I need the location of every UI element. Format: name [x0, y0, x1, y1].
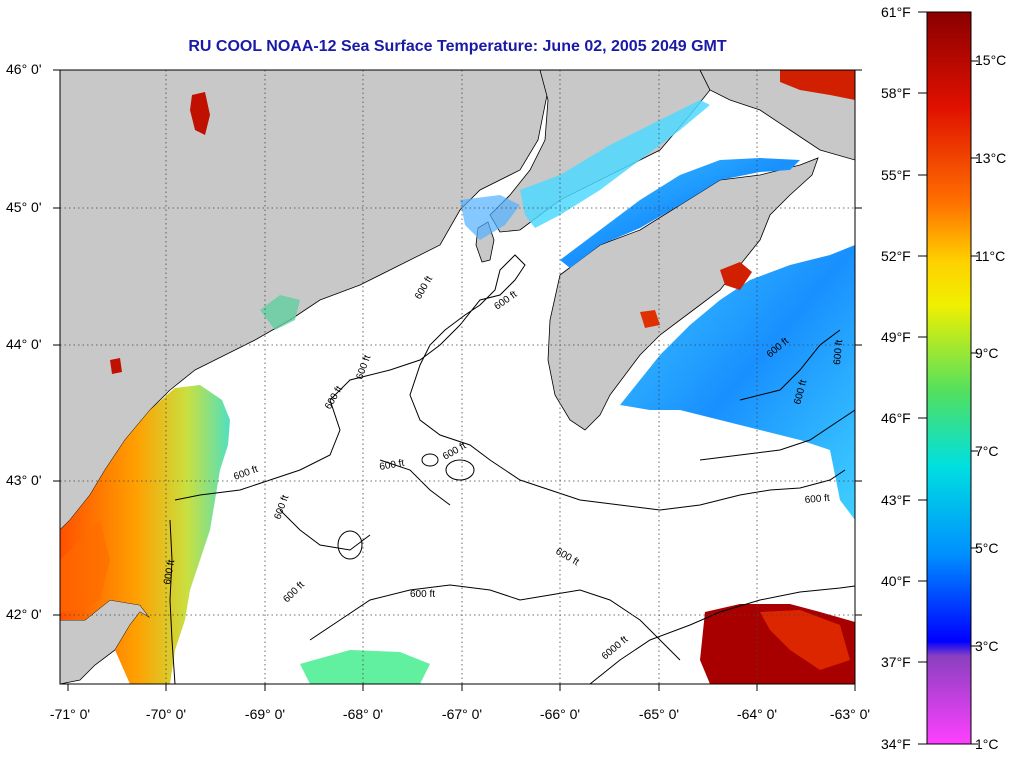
- sst-western-gulf: [60, 385, 230, 684]
- lon-label: -67° 0': [441, 706, 483, 722]
- scale-label-c: 11°C: [975, 248, 1006, 264]
- scale-label-f: 49°F: [881, 329, 911, 345]
- scale-label-c: 3°C: [975, 638, 999, 654]
- lat-label: 46° 0': [6, 61, 42, 77]
- lon-label: -64° 0': [736, 706, 778, 722]
- contour-label: 600 ft: [379, 458, 406, 473]
- lon-label: -68° 0': [342, 706, 384, 722]
- lon-label: -63° 0': [829, 706, 871, 722]
- color-scale-bar: [926, 11, 972, 745]
- contour-600ft-main: [174, 254, 846, 511]
- map-frame: [59, 69, 856, 685]
- contour-label: 600 ft: [162, 559, 177, 586]
- sst-bay-of-fundy: [560, 158, 800, 268]
- graticule: [60, 70, 855, 684]
- lat-label: 44° 0': [6, 336, 42, 352]
- land-nova-scotia: [547, 157, 819, 431]
- scale-label-f: 55°F: [881, 167, 911, 183]
- scale-label-f: 37°F: [881, 654, 911, 670]
- scale-label-f: 61°F: [881, 4, 911, 20]
- scale-label-c: 5°C: [975, 540, 999, 556]
- contour-label: 600 ft: [410, 589, 435, 600]
- lon-label: -66° 0': [539, 706, 581, 722]
- scale-label-f: 58°F: [881, 85, 911, 101]
- lat-label: 43° 0': [6, 472, 42, 488]
- scale-label-f: 46°F: [881, 410, 911, 426]
- lat-label: 42° 0': [6, 606, 42, 622]
- contour-label: 600 ft: [804, 493, 830, 506]
- lon-label: -70° 0': [145, 706, 187, 722]
- contour-label: 600 ft: [832, 339, 845, 365]
- lon-label: -65° 0': [638, 706, 680, 722]
- contour-600ft-south: [309, 584, 681, 661]
- scale-label-c: 15°C: [975, 52, 1007, 68]
- scale-label-f: 34°F: [881, 736, 911, 752]
- scale-label-c: 1°C: [975, 736, 999, 752]
- contour-6000ft: [589, 585, 855, 684]
- lon-label: -71° 0': [49, 706, 91, 722]
- sst-patches: [60, 70, 855, 684]
- axis-ticks: [53, 69, 862, 691]
- scale-ticks: [918, 11, 978, 745]
- bathymetry-contours: [169, 254, 855, 684]
- scale-label-c: 9°C: [975, 345, 999, 361]
- scale-label-f: 40°F: [881, 573, 911, 589]
- scale-label-c: 13°C: [975, 150, 1007, 166]
- scale-label-f: 43°F: [881, 492, 911, 508]
- map-title: RU COOL NOAA-12 Sea Surface Temperature:…: [188, 38, 727, 55]
- lon-label: -69° 0': [244, 706, 286, 722]
- scale-label-c: 7°C: [975, 443, 999, 459]
- sst-scotian-shelf: [620, 245, 855, 520]
- lat-label: 45° 0': [6, 199, 42, 215]
- scale-label-f: 52°F: [881, 248, 911, 264]
